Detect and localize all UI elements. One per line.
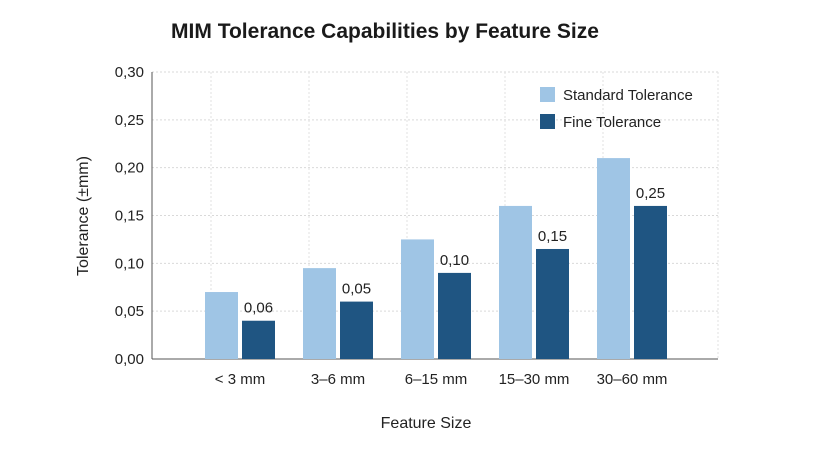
x-tick-label: < 3 mm <box>215 371 265 388</box>
y-axis-title: Tolerance (±mm) <box>75 156 92 276</box>
x-tick-label: 6–15 mm <box>405 371 468 388</box>
chart-title: MIM Tolerance Capabilities by Feature Si… <box>171 20 599 43</box>
data-labels: 0,06 0,05 0,10 0,15 0,25 <box>244 185 665 317</box>
tick-labels: 0,00 0,05 0,10 0,15 0,20 0,25 0,30 < 3 mm 3–6 mm… <box>115 64 668 388</box>
data-label: 0,06 <box>244 300 273 317</box>
bar-fine-tolerance <box>340 301 373 359</box>
bar-standard-tolerance <box>205 292 238 359</box>
bar-standard-tolerance <box>401 239 434 359</box>
y-tick-label: 0,05 <box>115 303 144 320</box>
y-tick-label: 0,10 <box>115 255 144 272</box>
bar-fine-tolerance <box>634 205 667 359</box>
x-axis-title: Feature Size <box>381 415 472 432</box>
legend-label: Fine Tolerance <box>563 114 661 131</box>
legend-swatch <box>540 87 555 102</box>
legend: Standard Tolerance Fine Tolerance <box>540 87 693 131</box>
y-tick-label: 0,15 <box>115 208 144 225</box>
y-tick-label: 0,30 <box>115 64 144 81</box>
x-tick-label: 15–30 mm <box>499 371 570 388</box>
legend-swatch <box>540 114 555 129</box>
legend-label: Standard Tolerance <box>563 87 693 104</box>
bar-fine-tolerance <box>438 272 471 359</box>
y-tick-label: 0,00 <box>115 351 144 368</box>
y-tick-label: 0,25 <box>115 112 144 129</box>
data-label: 0,05 <box>342 281 371 298</box>
bar-fine-tolerance <box>242 320 275 359</box>
bar-standard-tolerance <box>303 268 336 359</box>
bar-standard-tolerance <box>597 158 630 359</box>
data-label: 0,15 <box>538 228 567 245</box>
x-tick-label: 3–6 mm <box>311 371 365 388</box>
data-label: 0,25 <box>636 185 665 202</box>
bar-fine-tolerance <box>536 248 569 359</box>
y-tick-label: 0,20 <box>115 160 144 177</box>
bar-standard-tolerance <box>499 205 532 359</box>
bars <box>205 158 667 359</box>
x-tick-label: 30–60 mm <box>597 371 668 388</box>
data-label: 0,10 <box>440 252 469 269</box>
